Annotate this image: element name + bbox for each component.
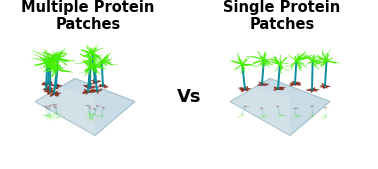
Text: Single Protein
Patches: Single Protein Patches	[223, 0, 341, 32]
Polygon shape	[35, 88, 95, 136]
Polygon shape	[230, 88, 290, 136]
Text: Vs: Vs	[177, 88, 201, 106]
Polygon shape	[230, 78, 330, 136]
Polygon shape	[35, 78, 135, 136]
Text: Multiple Protein
Patches: Multiple Protein Patches	[21, 0, 155, 32]
